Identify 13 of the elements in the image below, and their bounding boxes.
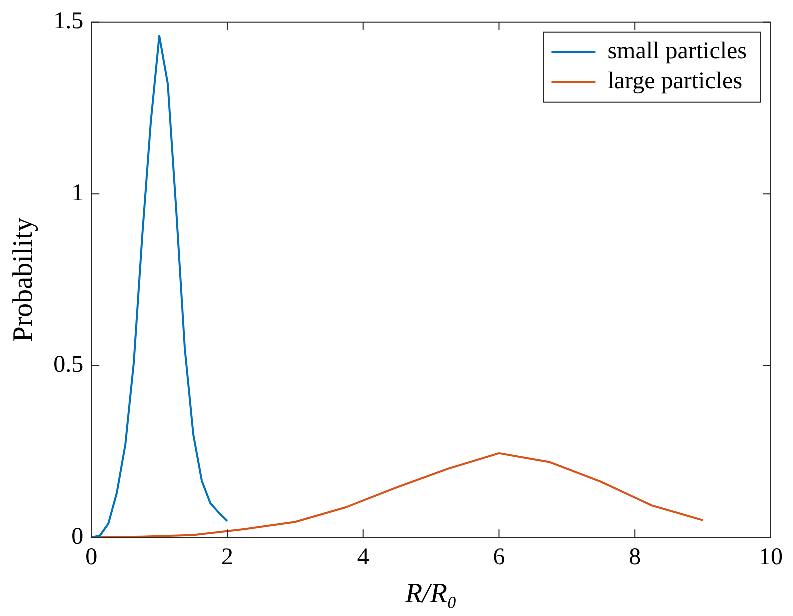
y-axis-title: Probability	[8, 218, 40, 342]
x-tick-label: 10	[759, 544, 783, 570]
x-tick-label: 4	[357, 544, 370, 570]
x-tick-label: 2	[221, 544, 234, 570]
y-tick-label: 0.5	[54, 352, 84, 378]
y-tick-label: 0	[72, 524, 84, 550]
legend-label: small particles	[608, 38, 748, 65]
legend-label: large particles	[608, 68, 743, 95]
x-axis-title: R/R₀	[404, 578, 458, 610]
x-tick-label: 6	[493, 544, 506, 570]
y-tick-label: 1	[72, 180, 84, 206]
x-tick-label: 8	[629, 544, 642, 570]
y-tick-label: 1.5	[54, 8, 84, 35]
